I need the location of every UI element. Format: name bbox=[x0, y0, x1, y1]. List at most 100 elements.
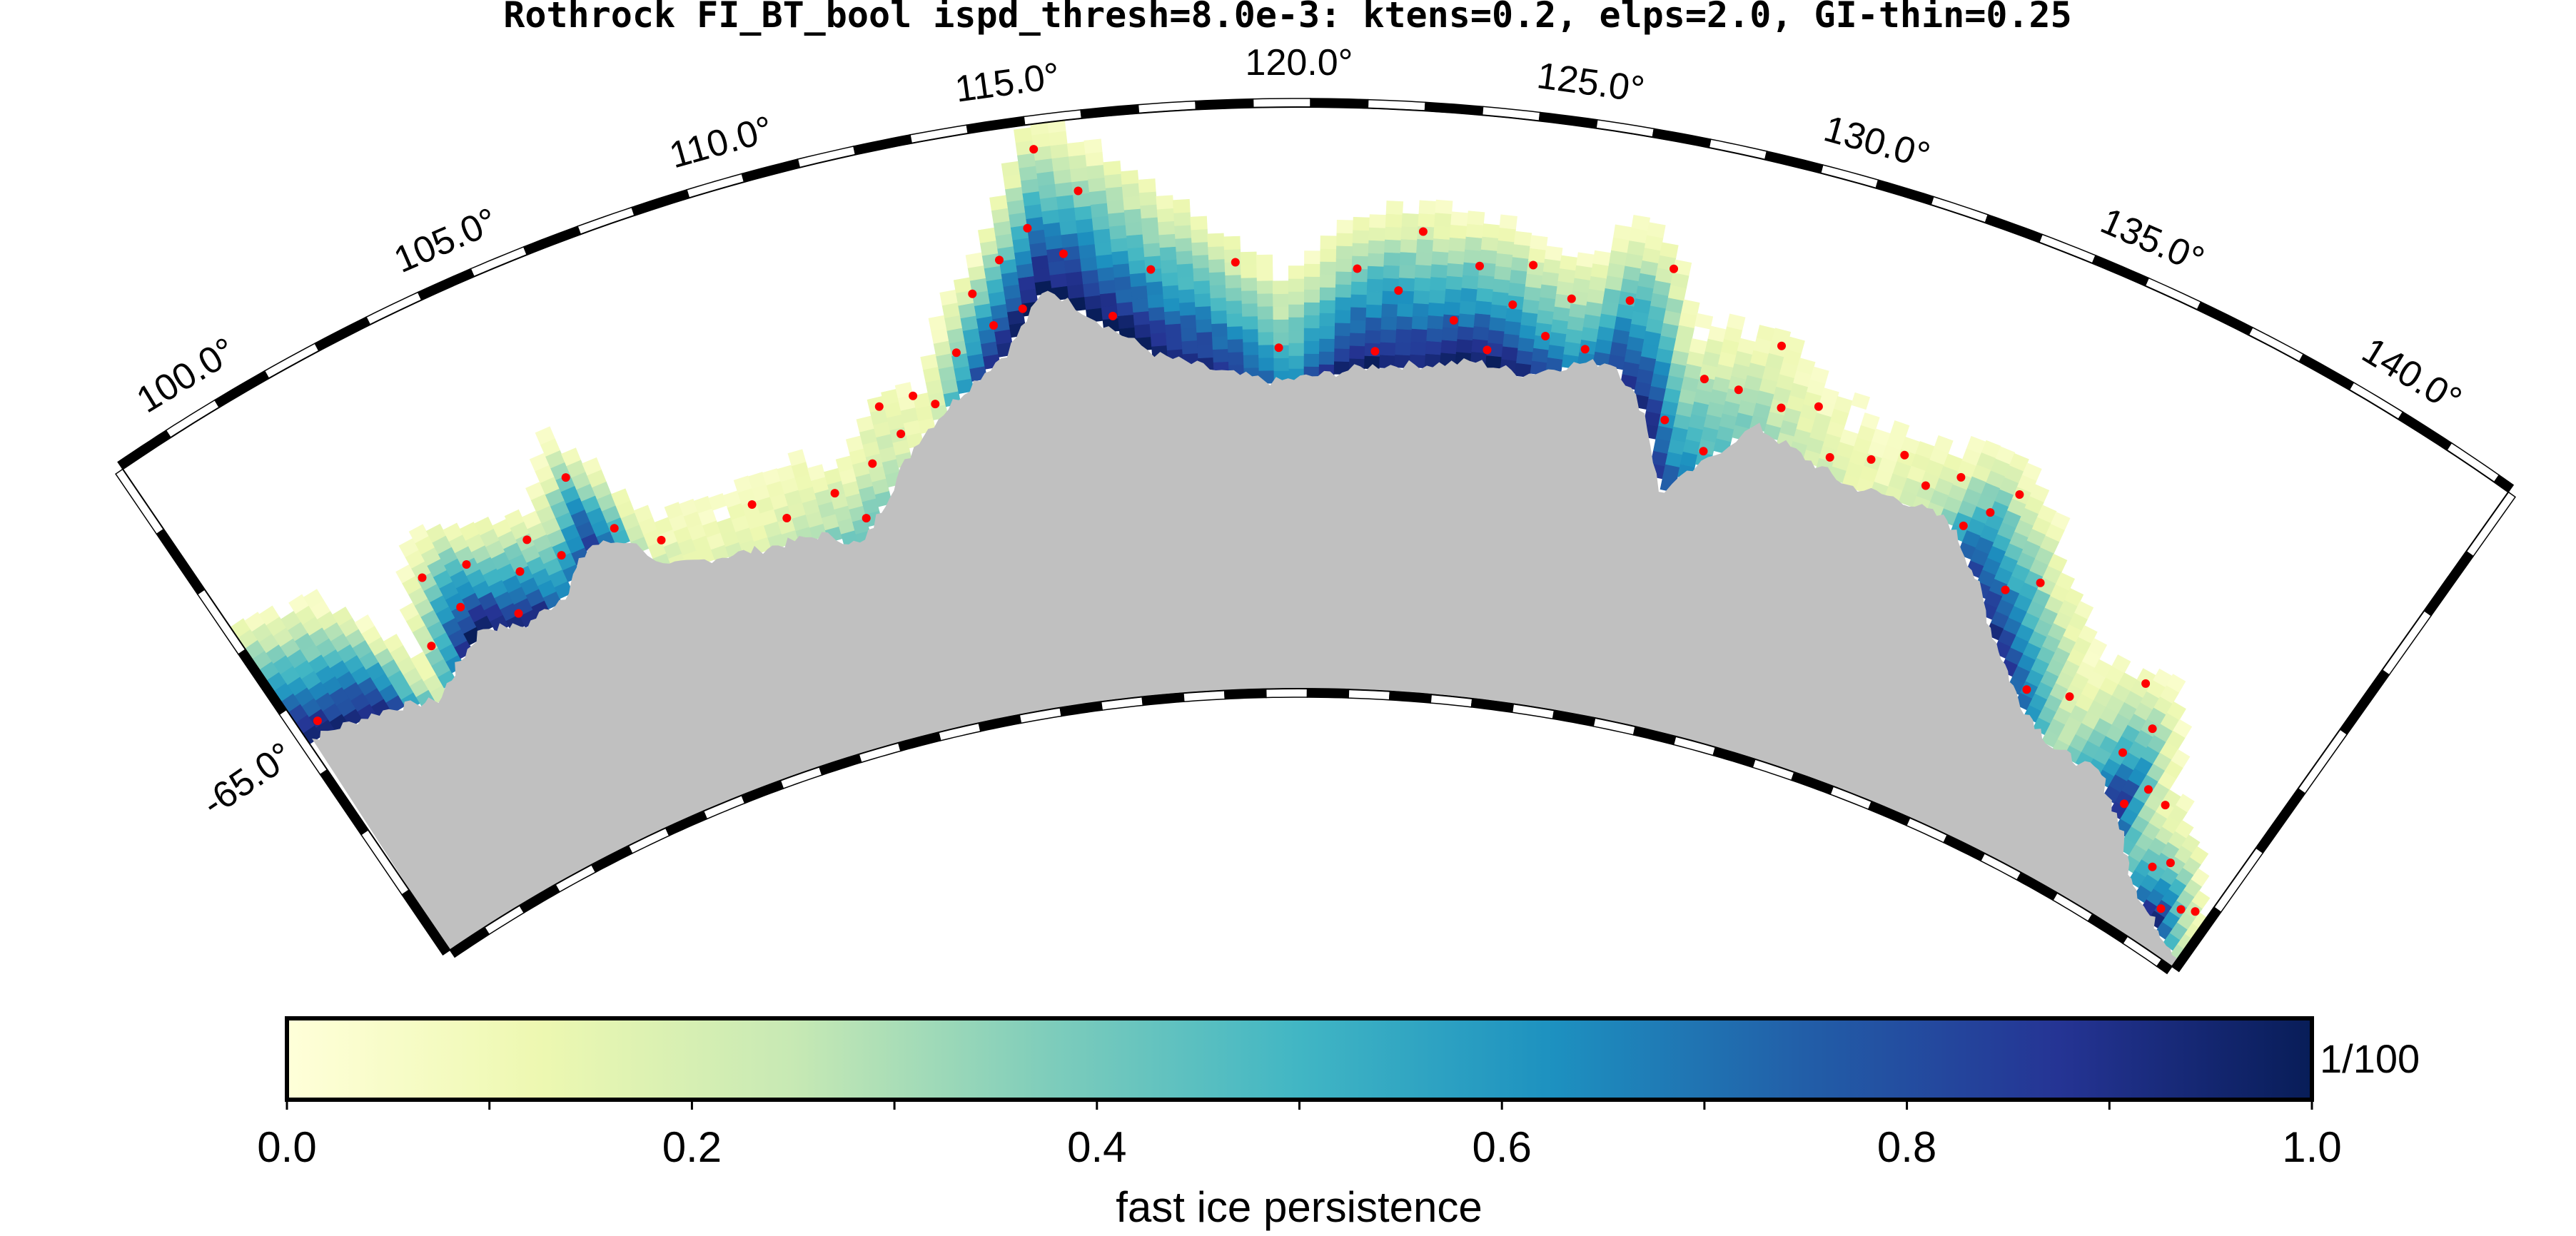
ice-cell bbox=[994, 329, 1013, 345]
ice-cell bbox=[2064, 587, 2084, 607]
colorbar-tick-label: 0.8 bbox=[1877, 1123, 1936, 1171]
ice-cell bbox=[1156, 195, 1174, 210]
ice-cell bbox=[1166, 335, 1183, 351]
ice-cell bbox=[1366, 291, 1383, 305]
ice-cell bbox=[1449, 224, 1468, 239]
ice-cell bbox=[2171, 749, 2191, 769]
iceberg-marker bbox=[1029, 145, 1039, 154]
ice-cell bbox=[1180, 314, 1197, 329]
iceberg-marker bbox=[1018, 304, 1027, 313]
ice-cell bbox=[1256, 280, 1273, 294]
ice-cell bbox=[1148, 306, 1166, 321]
ice-cell bbox=[1463, 249, 1482, 264]
ice-cell bbox=[1491, 290, 1510, 306]
ice-cell bbox=[1303, 315, 1320, 329]
longitude-label: 130.0° bbox=[1819, 108, 1934, 177]
ice-cell bbox=[1209, 284, 1227, 299]
ice-cell bbox=[1177, 275, 1195, 290]
iceberg-marker bbox=[2191, 907, 2200, 916]
iceberg-marker bbox=[657, 535, 666, 544]
map-panel: 100.0°105.0°110.0°115.0° 120.0° 125.0°130.… bbox=[115, 42, 2517, 975]
iceberg-marker bbox=[2015, 490, 2024, 499]
ice-cell bbox=[1225, 274, 1242, 289]
ice-cell bbox=[1336, 219, 1354, 234]
ice-cell bbox=[1108, 211, 1126, 227]
ice-cell bbox=[1123, 196, 1141, 211]
ice-cell bbox=[1631, 214, 1651, 231]
ice-cell bbox=[1513, 231, 1532, 246]
ice-cell bbox=[1398, 264, 1416, 279]
iceberg-marker bbox=[515, 567, 525, 576]
iceberg-marker bbox=[968, 289, 977, 298]
ice-cell bbox=[1143, 242, 1161, 258]
ice-cell bbox=[1127, 246, 1146, 262]
ice-cell bbox=[1411, 315, 1429, 330]
ice-cell bbox=[1367, 265, 1385, 280]
ice-cell bbox=[1106, 198, 1125, 214]
ice-cell bbox=[1550, 318, 1569, 335]
ice-cell bbox=[1131, 285, 1148, 300]
ice-cell bbox=[1320, 235, 1338, 250]
ice-cell bbox=[1258, 331, 1274, 345]
ice-cell bbox=[1036, 171, 1056, 186]
ice-cell bbox=[1334, 348, 1350, 363]
iceberg-marker bbox=[1353, 264, 1362, 273]
ice-cell bbox=[1303, 340, 1320, 355]
ice-cell bbox=[1459, 300, 1477, 315]
ice-cell bbox=[1226, 300, 1243, 315]
iceberg-marker bbox=[909, 391, 918, 400]
ice-cell bbox=[1461, 274, 1479, 290]
ice-cell bbox=[1380, 315, 1398, 330]
ice-cell bbox=[1512, 243, 1531, 259]
ice-cell bbox=[995, 233, 1014, 249]
ice-cell bbox=[1413, 290, 1430, 305]
ice-cell bbox=[1319, 325, 1335, 340]
ice-cell bbox=[1175, 237, 1193, 252]
ice-cell bbox=[1050, 143, 1069, 159]
ice-cell bbox=[1257, 318, 1274, 333]
ice-cell bbox=[1576, 252, 1595, 268]
ice-cell bbox=[1505, 308, 1523, 323]
ice-cell bbox=[1133, 310, 1151, 325]
ice-cell bbox=[1582, 313, 1601, 330]
ice-cell bbox=[1068, 154, 1087, 170]
frame-segment bbox=[1265, 688, 1308, 699]
ice-cell bbox=[1196, 331, 1213, 346]
ice-cell bbox=[332, 606, 353, 627]
ice-cell bbox=[1511, 256, 1530, 272]
ice-cell bbox=[1444, 288, 1463, 303]
ice-cell bbox=[1430, 276, 1448, 291]
ice-cell bbox=[1004, 186, 1024, 203]
iceberg-marker bbox=[610, 524, 619, 533]
ice-cell bbox=[1089, 190, 1108, 206]
ice-cell bbox=[1111, 250, 1130, 265]
ice-cell bbox=[1242, 328, 1259, 343]
ice-cell bbox=[1048, 260, 1066, 275]
ice-cell bbox=[611, 488, 631, 507]
ice-cell bbox=[1197, 344, 1214, 359]
ice-cell bbox=[1480, 249, 1497, 264]
ice-cell bbox=[1369, 214, 1387, 228]
ice-cell bbox=[1161, 272, 1179, 287]
ice-cell bbox=[2088, 637, 2108, 657]
ice-cell bbox=[1547, 344, 1565, 360]
ice-cell bbox=[1465, 223, 1484, 238]
ice-cell bbox=[1223, 235, 1241, 250]
ice-cell bbox=[1033, 267, 1051, 283]
ice-cell bbox=[1087, 177, 1106, 193]
ice-cell bbox=[1105, 186, 1124, 201]
iceberg-marker bbox=[418, 573, 427, 582]
iceberg-marker bbox=[862, 514, 871, 523]
ice-cell bbox=[1094, 240, 1113, 256]
ice-cell bbox=[1552, 305, 1571, 322]
iceberg-marker bbox=[2143, 785, 2153, 794]
ice-cell bbox=[1473, 313, 1491, 328]
ice-cell bbox=[1319, 287, 1336, 301]
ice-cell bbox=[1195, 305, 1212, 320]
iceberg-marker bbox=[462, 560, 471, 569]
ice-cell bbox=[733, 475, 752, 493]
ice-cell bbox=[1556, 280, 1575, 296]
ice-cell bbox=[1334, 322, 1351, 337]
ice-cell bbox=[1427, 315, 1445, 330]
ice-cell bbox=[1549, 331, 1567, 348]
